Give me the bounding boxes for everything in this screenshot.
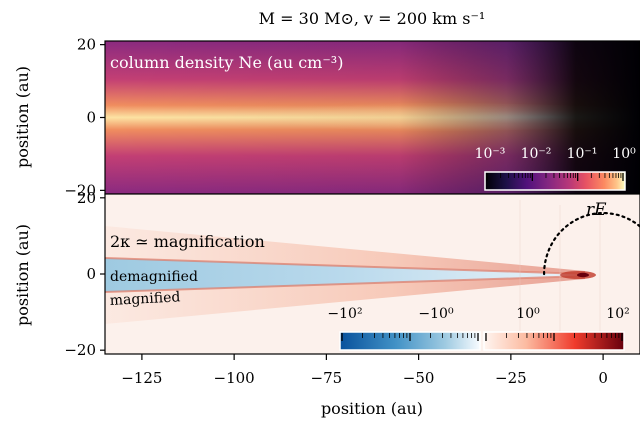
density-tick-1e0: 10⁰ bbox=[612, 146, 636, 162]
chart-title: M = 30 M⊙, v = 200 km s⁻¹ bbox=[259, 9, 486, 28]
bottom-y-axis: −20 0 20 bbox=[64, 189, 105, 359]
bottom-y-tick-label: −20 bbox=[64, 341, 96, 359]
top-y-tick-label: 0 bbox=[86, 109, 96, 127]
density-tick-1e-3: 10⁻³ bbox=[475, 146, 506, 162]
x-tick-label: −25 bbox=[495, 369, 527, 387]
density-colorbar-ticks bbox=[486, 173, 624, 181]
x-tick-label: −100 bbox=[214, 369, 255, 387]
top-y-tick-label: −20 bbox=[64, 181, 96, 199]
top-y-tick-label: 20 bbox=[77, 36, 96, 54]
bottom-y-axis-label: position (au) bbox=[13, 224, 32, 326]
magnification-colorbar-ticks bbox=[341, 333, 623, 341]
x-axis: −125 −100 −75 −50 −25 0 bbox=[121, 354, 608, 387]
einstein-radius-label: rE bbox=[586, 200, 607, 220]
x-axis-label: position (au) bbox=[321, 399, 423, 418]
column-density-map bbox=[105, 41, 640, 194]
density-colorbar-ramp bbox=[484, 171, 626, 191]
magnified-label: magnified bbox=[109, 289, 180, 309]
x-tick-label: 0 bbox=[598, 369, 608, 387]
density-tick-1e-2: 10⁻² bbox=[521, 146, 552, 162]
magnification-colorbar: −10² −10⁰ 10⁰ 10² bbox=[327, 306, 630, 351]
x-tick-label: −75 bbox=[311, 369, 343, 387]
magnification-label: 2κ ≃ magnification bbox=[110, 232, 265, 251]
demagnified-label: demagnified bbox=[110, 269, 198, 285]
einstein-radius-circle bbox=[543, 211, 640, 276]
density-tick-1e-1: 10⁻¹ bbox=[567, 146, 598, 162]
demagnified-region bbox=[105, 258, 580, 292]
x-tick-label: −125 bbox=[121, 369, 162, 387]
bottom-panel: rE 2κ ≃ magnification demagnified magnif… bbox=[13, 189, 640, 418]
density-colorbar: 10⁻³ 10⁻² 10⁻¹ 10⁰ bbox=[475, 146, 636, 191]
top-panel: column density Ne (au cm⁻³) 10⁻³ 10⁻² 10… bbox=[13, 36, 640, 199]
bottom-y-tick-label: 20 bbox=[77, 189, 96, 207]
magnification-map bbox=[105, 194, 640, 354]
mag-tick-1e2: 10² bbox=[606, 306, 629, 322]
top-y-axis-label: position (au) bbox=[13, 66, 32, 168]
x-tick-label: −50 bbox=[403, 369, 435, 387]
mag-tick-1e0: 10⁰ bbox=[516, 306, 540, 322]
bottom-y-tick-label: 0 bbox=[86, 265, 96, 283]
mag-tick-neg-1e2: −10² bbox=[327, 306, 362, 322]
column-density-label: column density Ne (au cm⁻³) bbox=[110, 53, 343, 72]
top-y-axis: −20 0 20 bbox=[64, 36, 105, 199]
mag-tick-neg-1e0: −10⁰ bbox=[418, 306, 454, 322]
